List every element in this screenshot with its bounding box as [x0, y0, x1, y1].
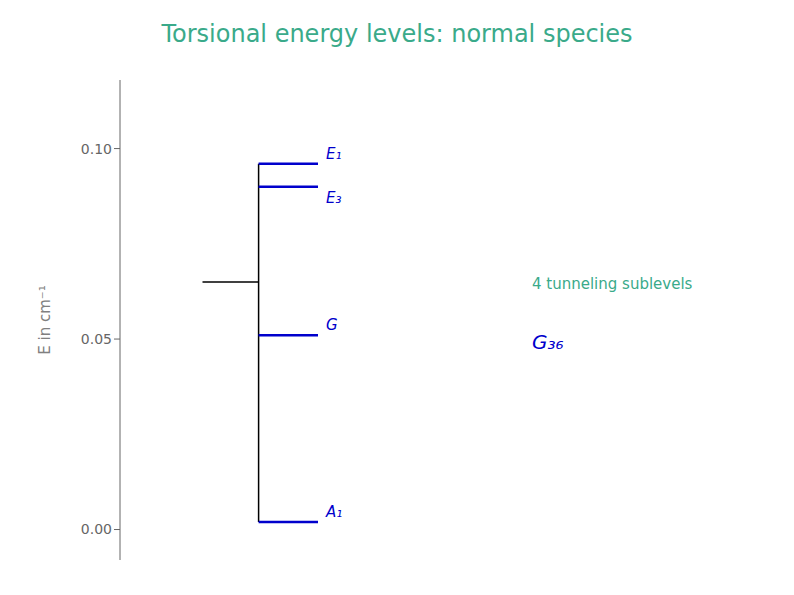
svg-text:G: G	[326, 316, 338, 334]
html-text:Torsional energy levels: norma: Torsional energy levels: normal species	[161, 20, 633, 48]
svg-text:0.05: 0.05	[81, 331, 112, 347]
svg-text:0.10: 0.10	[81, 141, 112, 157]
svg-text:A₁: A₁	[325, 503, 342, 521]
svg-text:0.00: 0.00	[81, 521, 112, 537]
svg-text:E₁: E₁	[326, 145, 342, 163]
svg-text:E in cm⁻¹: E in cm⁻¹	[36, 285, 54, 354]
svg-text:E₃: E₃	[326, 189, 342, 207]
html-text:4 tunneling sublevels: 4 tunneling sublevels	[532, 275, 693, 293]
html-text:G₃₆: G₃₆	[532, 330, 564, 354]
